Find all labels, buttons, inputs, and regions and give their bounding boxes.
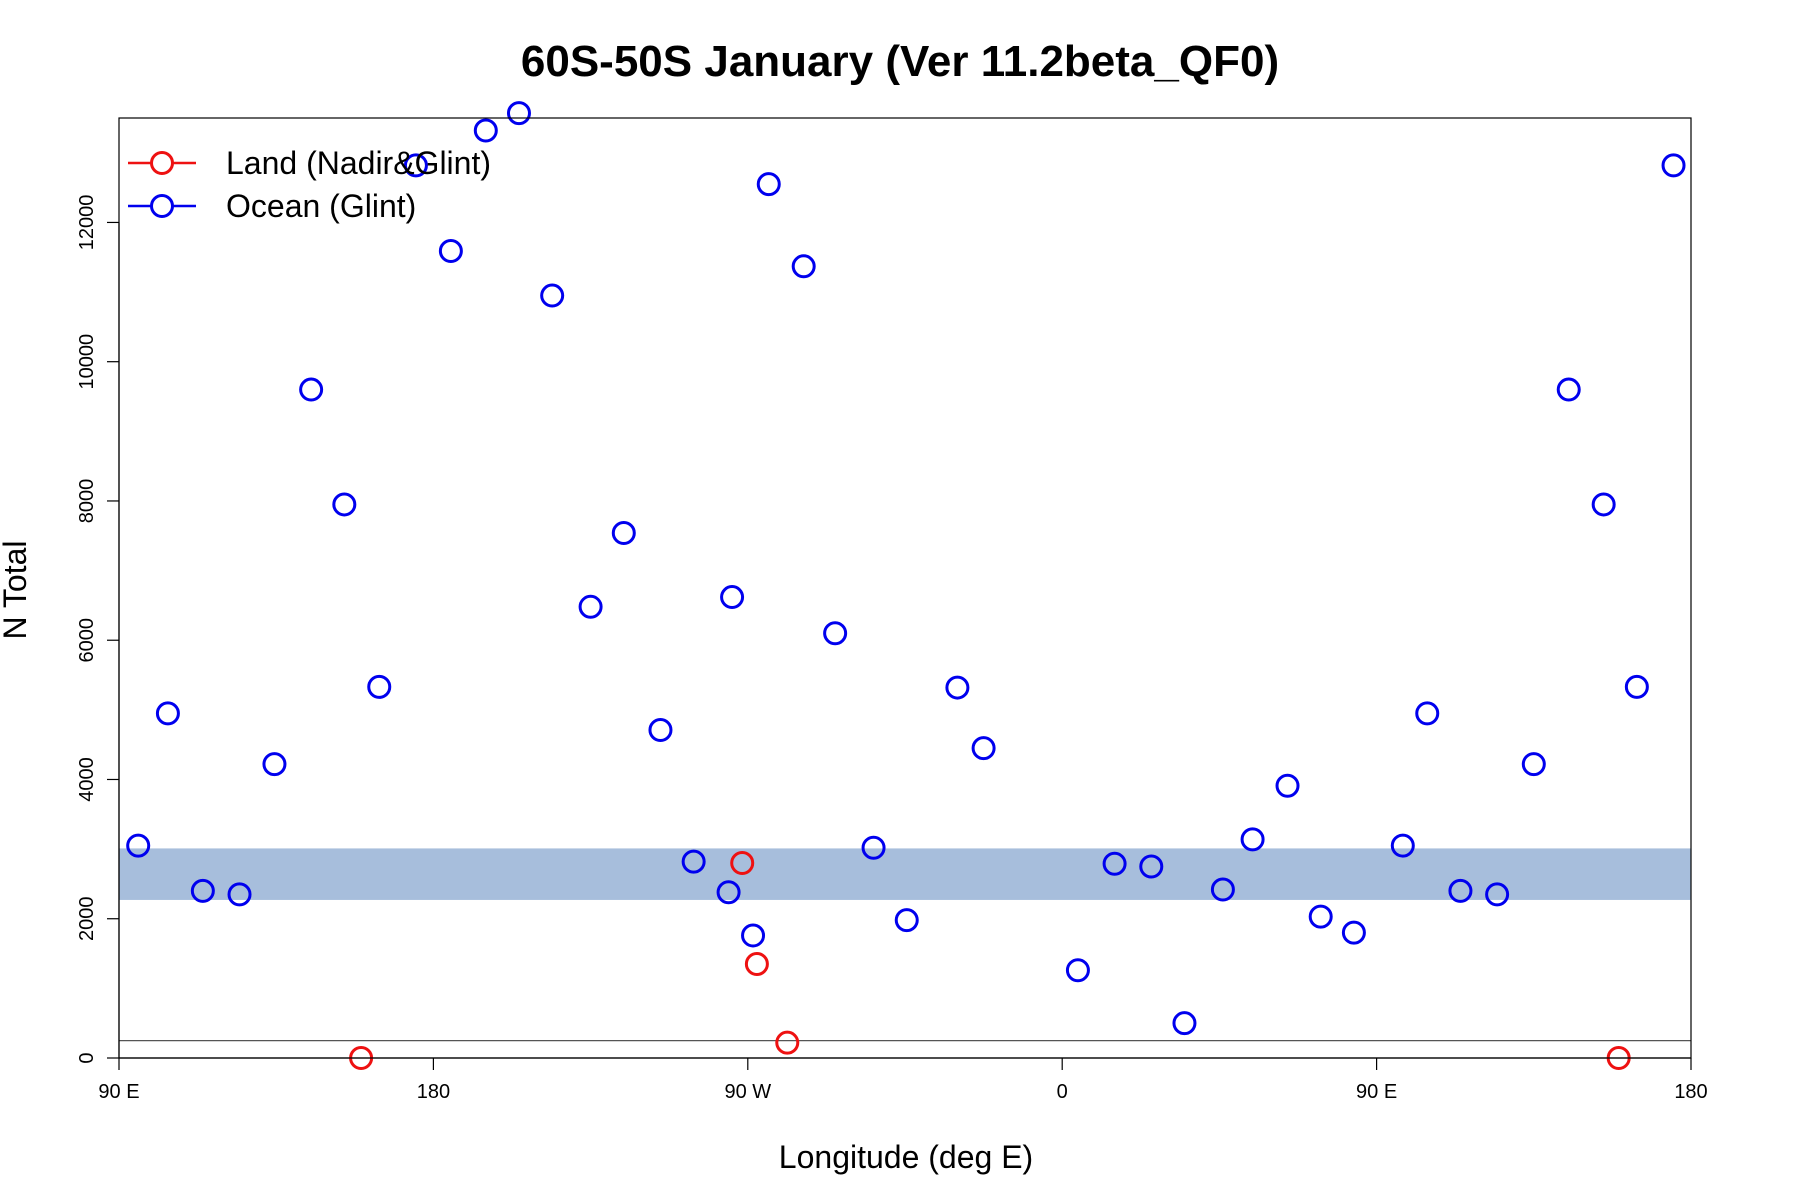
legend-marker <box>150 194 174 218</box>
y-tick-label: 2000 <box>76 896 98 941</box>
y-tick-label: 4000 <box>76 757 98 802</box>
legend-marker <box>150 151 174 175</box>
ocean-data-point <box>155 701 180 726</box>
legend-entry-label: Ocean (Glint) <box>226 188 416 224</box>
ocean-data-point <box>190 878 215 903</box>
y-tick-label: 0 <box>76 1052 98 1063</box>
ocean-data-point <box>1624 674 1649 699</box>
land-data-point <box>775 1030 800 1055</box>
ocean-data-point <box>720 585 745 610</box>
x-tick-label: 180 <box>1674 1081 1707 1103</box>
ocean-data-point <box>648 718 673 743</box>
ocean-data-point <box>716 880 741 905</box>
y-tick-label: 8000 <box>76 479 98 524</box>
legend: Land (Nadir&Glint) Ocean (Glint) <box>128 145 491 224</box>
ocean-data-point <box>1172 1011 1197 1036</box>
ocean-data-point <box>1341 920 1366 945</box>
x-tick-label: 180 <box>417 1081 450 1103</box>
ocean-data-point <box>1591 492 1616 517</box>
ocean-data-point <box>861 835 886 860</box>
y-tick-label: 6000 <box>76 618 98 663</box>
ocean-data-point <box>1390 833 1415 858</box>
y-tick-label: 10000 <box>76 334 98 390</box>
legend-entry-label: Land (Nadir&Glint) <box>226 145 491 181</box>
ocean-data-point <box>403 153 428 178</box>
x-tick-label: 90 E <box>1356 1081 1397 1103</box>
ocean-data-point <box>791 254 816 279</box>
ocean-data-point <box>894 908 919 933</box>
ocean-data-point <box>438 238 463 263</box>
ocean-data-point <box>578 594 603 619</box>
ocean-data-point <box>1240 827 1265 852</box>
ocean-data-point <box>227 882 252 907</box>
ocean-data-point <box>299 377 324 402</box>
ocean-data-point <box>332 492 357 517</box>
ocean-data-point <box>367 674 392 699</box>
axes-layer: 90 E 180 90 W 0 90 E 180 0 2000 4000 6000 8000 1000… <box>76 195 1708 1103</box>
ocean-data-point <box>1275 773 1300 798</box>
ocean-data-point <box>1415 701 1440 726</box>
y-axis-label: N Total <box>0 540 33 639</box>
ocean-data-point <box>506 101 531 126</box>
ocean-data-point <box>1139 854 1164 879</box>
highlight-band <box>119 848 1691 900</box>
data-points-layer <box>126 101 1686 1070</box>
ocean-data-point <box>126 833 151 858</box>
ocean-data-point <box>823 621 848 646</box>
ocean-data-point <box>741 923 766 948</box>
ocean-data-point <box>1485 882 1510 907</box>
ocean-data-point <box>1210 877 1235 902</box>
ocean-data-point <box>971 736 996 761</box>
chart-title: 60S-50S January (Ver 11.2beta_QF0) <box>521 37 1279 86</box>
ocean-data-point <box>262 752 287 777</box>
ocean-data-point <box>1308 904 1333 929</box>
ocean-data-point <box>611 520 636 545</box>
highlight-band-layer <box>119 848 1691 900</box>
x-tick-label: 90 E <box>98 1081 139 1103</box>
land-data-point <box>744 952 769 976</box>
ocean-data-point <box>1661 153 1686 178</box>
x-tick-label: 0 <box>1057 1081 1068 1103</box>
ocean-data-point <box>1521 752 1546 777</box>
ocean-data-point <box>1065 958 1090 983</box>
land-data-point <box>730 851 755 876</box>
ocean-data-point <box>473 118 498 143</box>
ocean-data-point <box>945 675 970 700</box>
ocean-data-point <box>1102 851 1127 876</box>
y-tick-label: 12000 <box>76 195 98 251</box>
x-tick-label: 90 W <box>724 1081 771 1103</box>
ocean-data-point <box>681 849 706 874</box>
ocean-data-point <box>756 172 781 197</box>
plot-frame <box>118 117 1692 1059</box>
x-axis-label: Longitude (deg E) <box>779 1139 1033 1175</box>
ocean-data-point <box>1448 878 1473 903</box>
ocean-data-point <box>540 283 565 308</box>
ocean-data-point <box>1556 377 1581 402</box>
